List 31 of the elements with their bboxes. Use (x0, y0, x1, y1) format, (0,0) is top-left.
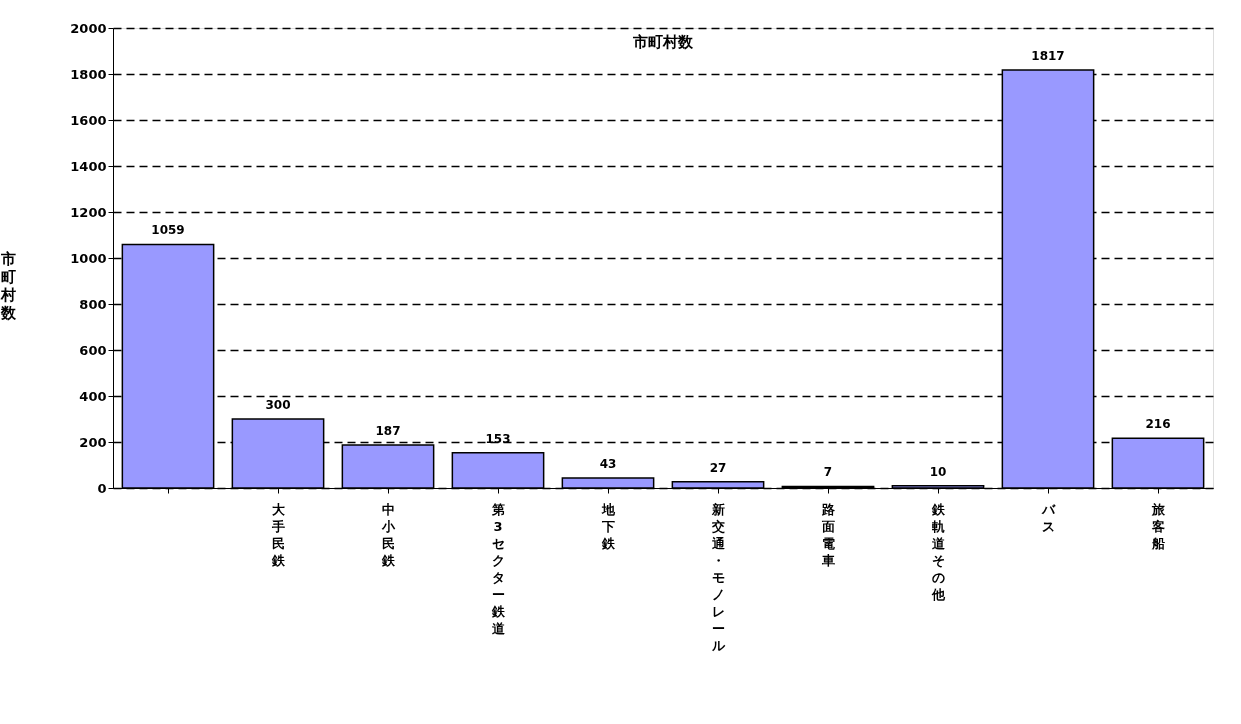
x-tick-label: 路面電車 (820, 501, 835, 568)
y-tick-label: 2000 (70, 20, 107, 36)
data-label: 300 (265, 398, 291, 412)
x-tick-label: 大手民鉄 (270, 501, 286, 568)
chart-title: 市町村数 (632, 33, 694, 51)
data-label: 27 (709, 460, 727, 475)
data-label: 216 (1145, 417, 1171, 432)
y-tick-label: 800 (79, 296, 107, 312)
y-axis-title: 市町村数 (0, 249, 17, 322)
data-label: 43 (599, 457, 617, 472)
y-tick-label: 1200 (70, 204, 107, 220)
y-tick-label: 1800 (70, 66, 107, 82)
x-tick-label: 旅客船 (1150, 501, 1166, 551)
x-tick-label: バス (1040, 501, 1056, 534)
data-label: 7 (823, 465, 833, 480)
y-tick-label: 200 (79, 434, 107, 450)
y-tick-label: 1600 (70, 112, 107, 128)
data-label: 1059 (151, 223, 185, 238)
x-tick-label: 地下鉄 (600, 501, 616, 551)
y-tick-label: 400 (79, 388, 107, 404)
y-tick-label: 0 (97, 480, 107, 496)
data-label: 1817 (1031, 49, 1065, 64)
y-tick-label: 600 (79, 342, 107, 358)
data-label: 10 (929, 464, 947, 479)
x-tick-label: 第3セクター鉄道 (490, 501, 506, 636)
x-tick-label: 鉄軌道その他 (930, 501, 946, 602)
x-tick-label: 中小民鉄 (380, 501, 396, 568)
category-label: 新交通・モノレール (711, 501, 725, 653)
y-tick-label: 1000 (70, 250, 107, 266)
data-label: 187 (375, 423, 401, 438)
y-tick-label: 1400 (70, 158, 107, 174)
